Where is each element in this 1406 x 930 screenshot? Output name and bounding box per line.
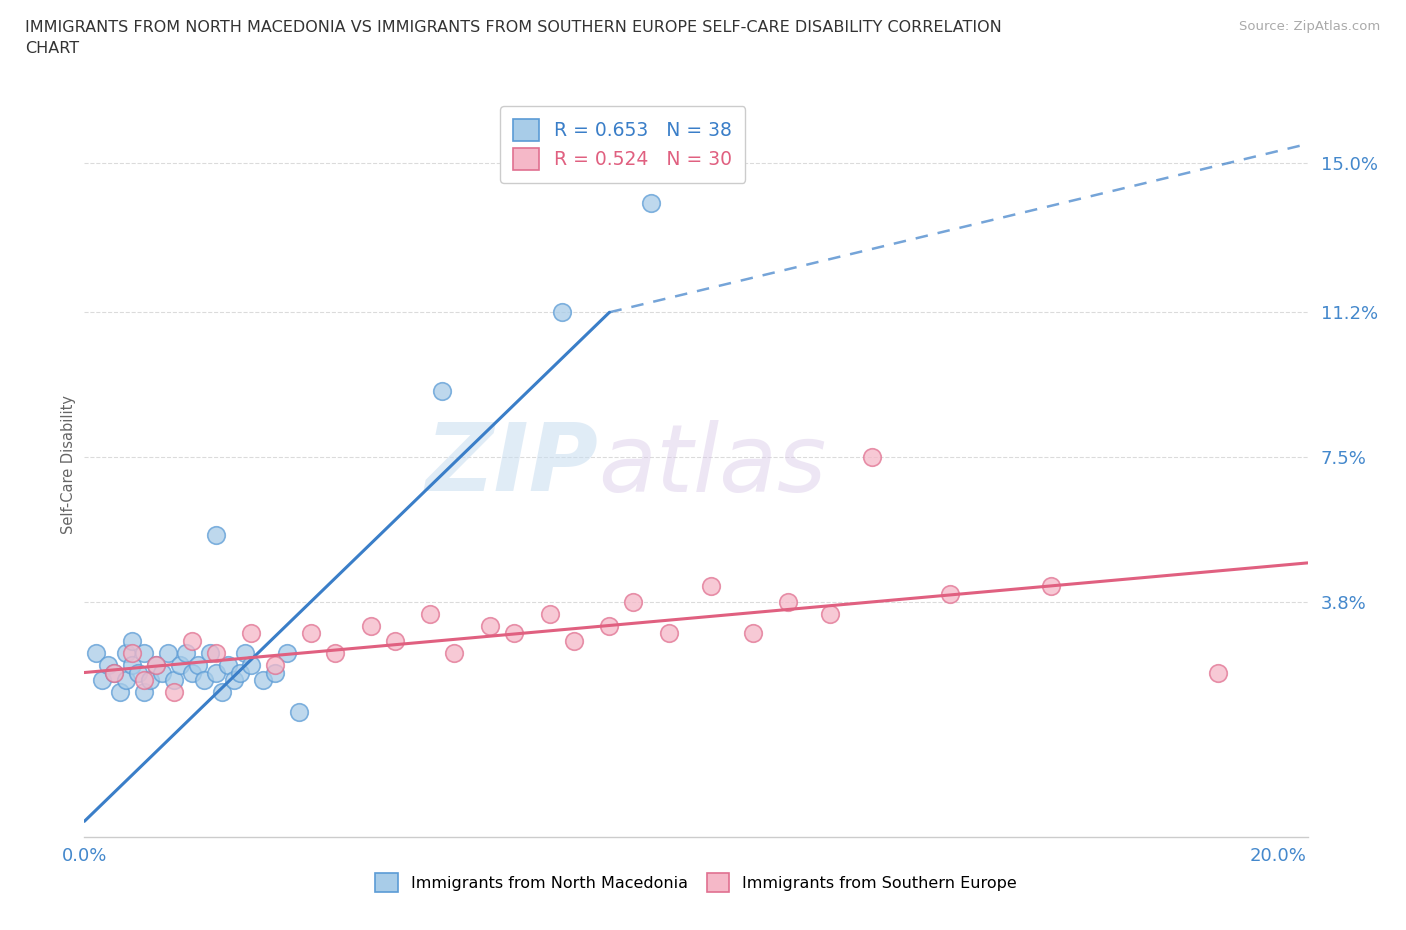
Point (562, 633, 585, 648)
Y-axis label: Self-Care Disability: Self-Care Disability (60, 395, 76, 535)
Point (204, 665, 226, 680)
Point (228, 665, 250, 680)
Point (264, 665, 287, 680)
Point (132, 684, 155, 699)
Legend: Immigrants from North Macedonia, Immigrants from Southern Europe: Immigrants from North Macedonia, Immigra… (367, 865, 1025, 899)
Point (222, 673, 245, 688)
Point (240, 658, 263, 672)
Point (121, 658, 143, 672)
Point (180, 633, 202, 648)
Point (235, 645, 257, 660)
Point (121, 633, 143, 648)
Text: IMMIGRANTS FROM NORTH MACEDONIA VS IMMIGRANTS FROM SOUTHERN EUROPE SELF-CARE DIS: IMMIGRANTS FROM NORTH MACEDONIA VS IMMIG… (25, 20, 1002, 35)
Point (818, 606, 841, 621)
Point (145, 658, 167, 672)
Point (108, 684, 131, 699)
Point (360, 618, 382, 633)
Point (97, 658, 120, 672)
Point (479, 618, 502, 633)
Point (115, 645, 138, 660)
Point (163, 684, 186, 699)
Point (252, 673, 274, 688)
Point (132, 645, 155, 660)
Point (741, 626, 763, 641)
Point (204, 528, 226, 543)
Point (323, 645, 346, 660)
Point (156, 645, 179, 660)
Point (1040, 579, 1063, 594)
Point (103, 665, 125, 680)
Point (658, 626, 681, 641)
Point (621, 594, 644, 609)
Point (127, 665, 149, 680)
Point (1206, 665, 1229, 680)
Point (193, 673, 215, 688)
Text: ZIP: ZIP (425, 419, 598, 511)
Point (700, 579, 723, 594)
Point (419, 606, 441, 621)
Point (174, 645, 197, 660)
Point (432, 383, 454, 398)
Point (384, 633, 406, 648)
Point (860, 450, 883, 465)
Point (217, 658, 239, 672)
Point (538, 606, 561, 621)
Point (84, 645, 107, 660)
Point (198, 645, 221, 660)
Point (778, 594, 800, 609)
Point (443, 645, 465, 660)
Point (240, 626, 263, 641)
Text: atlas: atlas (598, 419, 827, 511)
Point (187, 658, 209, 672)
Point (145, 658, 167, 672)
Text: CHART: CHART (25, 41, 79, 56)
Point (211, 684, 233, 699)
Point (598, 618, 620, 633)
Point (115, 673, 138, 688)
Point (551, 305, 574, 320)
Point (163, 673, 186, 688)
Point (264, 658, 287, 672)
Point (132, 673, 155, 688)
Point (103, 665, 125, 680)
Point (91, 673, 114, 688)
Point (640, 195, 662, 210)
Point (938, 587, 960, 602)
Point (150, 665, 173, 680)
Point (299, 626, 322, 641)
Point (204, 645, 226, 660)
Point (139, 673, 162, 688)
Point (288, 704, 311, 719)
Point (503, 626, 526, 641)
Point (169, 658, 191, 672)
Point (180, 665, 202, 680)
Text: Source: ZipAtlas.com: Source: ZipAtlas.com (1240, 20, 1381, 33)
Point (121, 645, 143, 660)
Point (276, 645, 298, 660)
